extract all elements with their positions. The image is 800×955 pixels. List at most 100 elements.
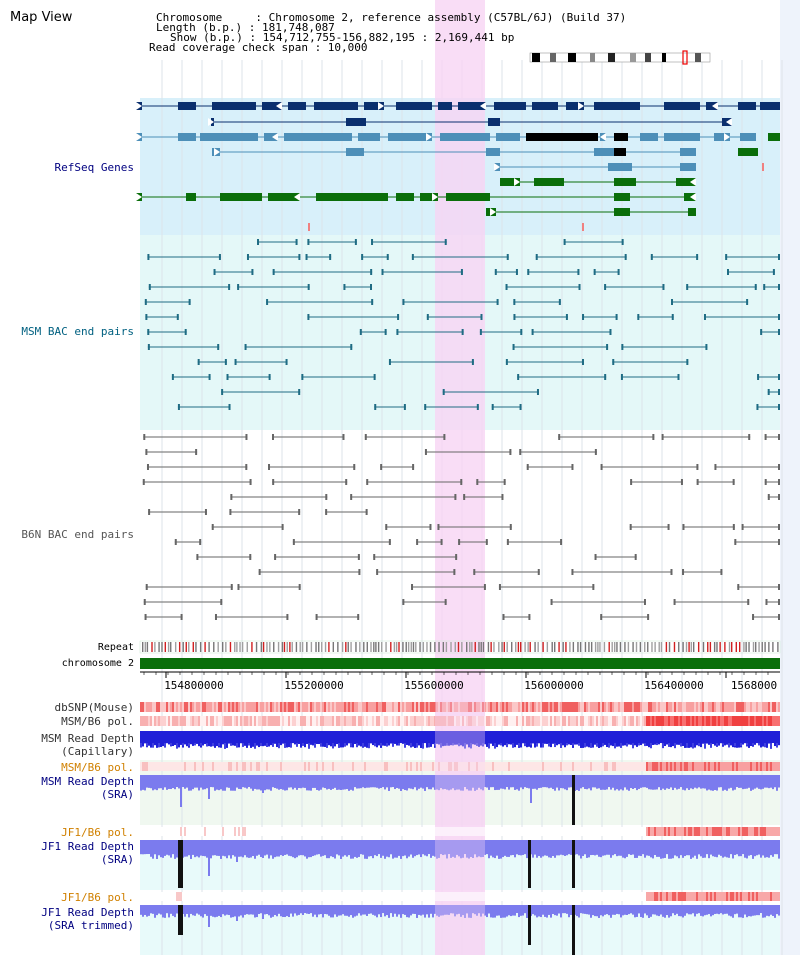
jf1-b6-pol2-cell <box>598 892 600 901</box>
jf1-b6-pol-cell <box>732 827 734 836</box>
dbsnp-cell <box>276 702 278 712</box>
jf1-b6-pol2-cell <box>680 892 682 901</box>
b6n-bac-pair-end <box>237 584 240 590</box>
jf1-sra-depth-bar <box>334 840 336 859</box>
msm-b6-pol2-cell <box>440 762 442 771</box>
msm-b6-pol2-cell <box>262 762 264 771</box>
jf1-b6-pol-cell <box>200 827 202 836</box>
track-label-msm-b6-pol-2[interactable]: MSM/B6 pol. <box>61 761 134 774</box>
msm-bac-pair-end <box>726 269 729 275</box>
jf1-sra-depth-bar <box>604 840 606 856</box>
msm-b6-pol2-cell <box>336 762 338 771</box>
jf1-sra-depth-bar <box>524 840 526 855</box>
jf1-trim-depth-bar <box>284 905 286 918</box>
msm-sra-depth-bar <box>770 775 772 788</box>
msm-cap-depth-bar <box>634 731 636 746</box>
jf1-b6-pol2-cell <box>502 892 504 901</box>
msm-b6-pol-cell <box>734 716 736 726</box>
msm-bac-pair-end <box>272 269 275 275</box>
track-label-msm-bac[interactable]: MSM BAC end pairs <box>21 325 134 338</box>
jf1-b6-pol2-cell <box>508 892 510 901</box>
msm-bac-pair-end <box>396 329 399 335</box>
msm-bac-pair-end <box>301 374 304 380</box>
track-label-msm-depth-capillary[interactable]: MSM Read Depth <box>41 732 134 745</box>
b6n-bac-pair-end <box>453 569 456 575</box>
b6n-bac-pair-end <box>734 539 737 545</box>
jf1-b6-pol-cell <box>718 827 720 836</box>
track-label-jf1-depth-trimmed[interactable]: JF1 Read Depth <box>41 906 134 919</box>
msm-sra-depth-bar <box>448 775 450 791</box>
msm-b6-pol2-cell <box>164 762 166 771</box>
jf1-b6-pol2-cell <box>396 892 398 901</box>
track-label-chromosome[interactable]: chromosome 2 <box>61 658 134 669</box>
track-label-jf1-b6-pol[interactable]: JF1/B6 pol. <box>61 826 134 839</box>
msm-bac-pair-end <box>171 374 174 380</box>
jf1-b6-pol2-cell <box>394 892 396 901</box>
b6n-bac-pair-end <box>647 614 650 620</box>
jf1-b6-pol2-cell <box>556 892 558 901</box>
dbsnp-cell <box>588 702 590 712</box>
track-label-jf1-b6-pol-2[interactable]: JF1/B6 pol. <box>61 891 134 904</box>
jf1-b6-pol2-cell <box>476 892 478 901</box>
b6n-bac-pair-end <box>696 464 699 470</box>
jf1-b6-pol-cell <box>770 827 772 836</box>
jf1-b6-pol-cell <box>734 827 736 836</box>
msm-cap-depth-tail <box>452 743 454 746</box>
jf1-b6-pol-cell <box>764 827 766 836</box>
b6n-bac-pair-end <box>144 614 147 620</box>
show-range-info: Show (b.p.) : 154,712,755-156,882,195 : … <box>170 31 515 44</box>
jf1-sra-depth-bar <box>730 840 732 855</box>
jf1-b6-pol2-cell <box>446 892 448 901</box>
track-label-msm-b6-pol[interactable]: MSM/B6 pol. <box>61 715 134 728</box>
msm-cap-depth-tail <box>506 743 508 748</box>
dbsnp-cell <box>766 702 768 712</box>
jf1-b6-pol2-cell <box>698 892 700 901</box>
msm-b6-pol2-cell <box>702 762 704 771</box>
msm-cap-depth-tail <box>704 743 706 749</box>
repeat-mark <box>772 642 774 652</box>
msm-b6-pol2-cell <box>700 762 702 771</box>
jf1-trim-depth-bar <box>262 905 264 919</box>
msm-b6-pol2-cell <box>714 762 716 771</box>
msm-sra-depth-bar <box>244 775 246 788</box>
dbsnp-cell <box>646 702 648 712</box>
track-label-repeat[interactable]: Repeat <box>97 642 134 653</box>
jf1-b6-pol2-cell <box>420 892 422 901</box>
msm-sra-depth-bar <box>248 775 250 788</box>
track-label-refseq-genes[interactable]: RefSeq Genes <box>54 161 134 174</box>
track-label-msm-depth-sra[interactable]: MSM Read Depth <box>41 775 134 788</box>
msm-b6-pol-cell <box>150 716 152 726</box>
msm-cap-depth-tail <box>380 743 382 746</box>
msm-sra-depth-bar <box>474 775 476 791</box>
msm-bac-pair-end <box>671 314 674 320</box>
jf1-b6-pol-cell <box>326 827 328 836</box>
msm-sra-depth-bar <box>658 775 660 788</box>
dbsnp-cell <box>204 702 206 712</box>
repeat-mark <box>445 642 448 652</box>
jf1-b6-pol2-cell <box>510 892 512 901</box>
msm-cap-depth-bar <box>602 731 604 744</box>
msm-b6-pol-cell <box>624 716 626 726</box>
jf1-b6-pol-cell <box>744 827 746 836</box>
msm-b6-pol-cell <box>340 716 342 726</box>
msm-sra-depth-bar <box>156 775 158 791</box>
jf1-trim-depth-bar <box>194 905 196 916</box>
track-label-dbsnp[interactable]: dbSNP(Mouse) <box>54 701 134 714</box>
jf1-trim-depth-bar <box>330 905 332 918</box>
track-label-b6n-bac[interactable]: B6N BAC end pairs <box>21 528 134 541</box>
track-label-jf1-depth-sra[interactable]: JF1 Read Depth <box>41 840 134 853</box>
msm-b6-pol-cell <box>360 716 362 726</box>
msm-sra-depth-bar <box>500 775 502 789</box>
jf1-trim-depth-bar <box>436 905 438 916</box>
b6n-bac-pair-end <box>274 554 277 560</box>
msm-b6-pol2-cell <box>142 762 144 771</box>
b6n-bac-pair-end <box>298 584 301 590</box>
jf1-trim-depth-bar <box>376 905 378 918</box>
msm-b6-pol-cell <box>576 716 578 726</box>
repeat-mark <box>503 642 505 652</box>
jf1-sra-depth-bar <box>724 840 726 857</box>
msm-b6-pol-cell <box>528 716 530 726</box>
msm-b6-pol-cell <box>494 716 496 726</box>
dbsnp-cell <box>606 702 608 712</box>
